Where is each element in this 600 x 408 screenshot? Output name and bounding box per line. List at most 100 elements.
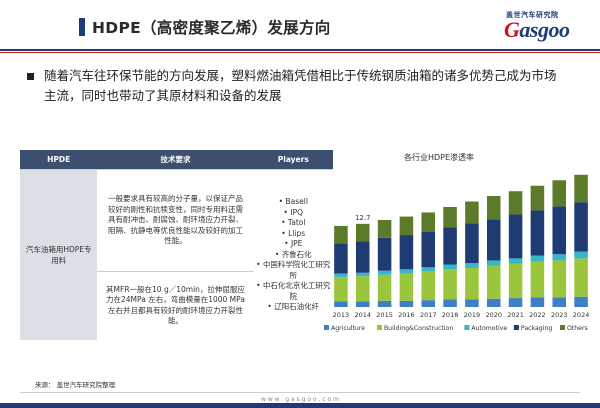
bar-segment-automotive-2018 <box>443 264 457 270</box>
x-tick-label: 2020 <box>485 311 502 319</box>
bar-segment-automotive-2017 <box>421 267 436 272</box>
bar-segment-others-2014 <box>355 223 370 242</box>
table-row: 其MFR一般在10 g／10min，拉伸屈服应力在24MPa 左右，弯曲模量在1… <box>20 271 333 340</box>
table-header-hpde: HPDE <box>20 150 98 170</box>
bar-segment-agriculture-2021 <box>508 298 523 307</box>
bar-segment-buildingconstruction-2019 <box>465 267 479 300</box>
bar-segment-automotive-2019 <box>465 263 479 268</box>
bar-segment-automotive-2014 <box>355 272 370 277</box>
player-item: • 中石化北京化工研究院 <box>256 281 331 301</box>
legend-swatch <box>464 325 470 330</box>
bar-segment-others-2024 <box>574 174 588 203</box>
bar-segment-automotive-2024 <box>574 251 588 259</box>
bullet-text: 随着汽车往环保节能的方向发展，塑料燃油箱凭借相比于传统钢质油箱的诸多优势己成为市… <box>44 68 557 103</box>
bar-segment-automotive-2020 <box>486 260 501 266</box>
table-header-players: Players <box>253 150 333 170</box>
bar-segment-others-2015 <box>377 220 392 238</box>
legend-swatch <box>324 325 329 330</box>
bar-segment-buildingconstruction-2020 <box>486 265 501 299</box>
x-tick-label: 2015 <box>376 311 393 319</box>
bar-segment-buildingconstruction-2018 <box>443 269 457 300</box>
bar-segment-agriculture-2022 <box>530 297 545 307</box>
bar-segment-packaging-2021 <box>508 214 523 259</box>
bar-segment-others-2023 <box>552 180 567 207</box>
player-item: • 辽阳石油化纤 <box>267 302 320 311</box>
logo-cn-text: 盖世汽车研究院 <box>506 11 559 19</box>
bar-segment-automotive-2023 <box>552 254 567 261</box>
player-item: • Llips <box>281 228 306 238</box>
bar-segment-buildingconstruction-2016 <box>399 273 414 301</box>
hdpe-penetration-chart: 2013 2014 12.7 2015 2016 2017 2018 2019 2020 2021… <box>324 174 589 332</box>
player-item: • 中国科学院化工研究所 <box>256 260 331 280</box>
header-rule <box>0 49 600 51</box>
x-tick-label: 2019 <box>464 311 481 319</box>
bullet-square-icon <box>27 73 34 80</box>
requirement-cell-1: 一般要求具有较高的分子量，以保证产品较好的刚性和抗犊变性，同时专用料还需具有耐冲… <box>97 169 254 272</box>
legend-swatch <box>513 325 519 330</box>
bar-segment-buildingconstruction-2024 <box>574 258 588 297</box>
footer-url: w w w . g a s g o o . c o m <box>261 396 339 403</box>
footer-bar <box>0 403 600 408</box>
bar-segment-automotive-2021 <box>508 258 523 264</box>
bar-segment-buildingconstruction-2023 <box>552 260 567 298</box>
bar-segment-packaging-2024 <box>574 202 588 252</box>
x-tick-label: 2017 <box>420 311 437 319</box>
footer-divider <box>20 392 580 393</box>
player-item: • Tatol <box>281 218 306 227</box>
bar-segment-others-2016 <box>399 216 414 236</box>
bar-segment-agriculture-2016 <box>399 300 414 308</box>
bar-segment-others-2013 <box>334 225 348 244</box>
legend-label: Agriculture <box>331 325 365 332</box>
chart-title: 各行业HDPE渗透率 <box>404 153 475 162</box>
bar-segment-agriculture-2019 <box>465 299 479 308</box>
logo-rest: asgoo <box>519 17 570 42</box>
bar-segment-agriculture-2013 <box>334 301 348 307</box>
logo-g: G <box>504 17 520 42</box>
bar-segment-agriculture-2017 <box>421 300 436 307</box>
bar-segment-agriculture-2024 <box>574 296 588 307</box>
bar-segment-buildingconstruction-2017 <box>421 271 436 301</box>
x-tick-label: 2013 <box>333 311 350 319</box>
requirement-cell-2: 其MFR一般在10 g／10min，拉伸屈服应力在24MPa 左右，弯曲模量在1… <box>97 271 254 340</box>
player-item: • JPE <box>284 239 303 248</box>
x-tick-label: 2021 <box>507 311 524 319</box>
table-header-requirement: 技术要求 <box>97 150 254 170</box>
legend-label: Others <box>567 325 588 332</box>
bar-segment-agriculture-2015 <box>377 300 392 308</box>
bar-segment-packaging-2015 <box>377 237 392 271</box>
bar-segment-others-2018 <box>443 206 457 228</box>
legend-swatch <box>559 325 565 330</box>
bar-segment-agriculture-2018 <box>443 299 457 308</box>
header-rule-red <box>0 52 600 53</box>
bar-segment-automotive-2016 <box>399 269 414 274</box>
bar-segment-packaging-2022 <box>530 210 545 256</box>
bar-segment-agriculture-2020 <box>486 298 501 307</box>
title-accent <box>79 18 85 36</box>
bar-segment-packaging-2019 <box>465 223 479 264</box>
player-item: • IPQ <box>283 207 303 217</box>
bar-segment-packaging-2014 <box>355 241 370 273</box>
data-label-annotation: 12.7 <box>355 214 371 222</box>
bar-segment-buildingconstruction-2013 <box>334 276 348 302</box>
bar-segment-packaging-2020 <box>486 219 501 261</box>
bar-segment-others-2022 <box>530 185 545 211</box>
bar-segment-others-2017 <box>421 212 436 232</box>
bar-segment-buildingconstruction-2014 <box>355 276 370 302</box>
source-note: 来源： 盖世汽车研究院整理 <box>35 381 116 389</box>
bar-segment-buildingconstruction-2022 <box>530 261 545 298</box>
header-bar: HDPE（高密度聚乙烯）发展方向 盖世汽车研究院 Gasgoo <box>0 0 600 52</box>
x-tick-label: 2014 <box>354 311 371 319</box>
bar-segment-others-2019 <box>465 201 479 224</box>
bar-segment-packaging-2018 <box>443 227 457 265</box>
bar-segment-packaging-2016 <box>399 235 414 270</box>
legend-label: Building&Construction <box>384 325 453 332</box>
bar-segment-buildingconstruction-2021 <box>508 263 523 299</box>
x-tick-label: 2022 <box>529 311 546 319</box>
players-list: • Basell • IPQ • Tatol • Llips • JPE • 齐… <box>255 197 332 313</box>
legend-label: Packaging <box>521 325 552 332</box>
table-row: 汽车油箱用HDPE专用料 一般要求具有较高的分子量，以保证产品较好的刚性和抗犊变… <box>20 169 333 340</box>
x-tick-label: 2016 <box>398 311 415 319</box>
application-cell: 汽车油箱用HDPE专用料 <box>20 169 98 340</box>
legend-swatch <box>376 325 382 330</box>
bar-segment-automotive-2015 <box>377 270 392 275</box>
